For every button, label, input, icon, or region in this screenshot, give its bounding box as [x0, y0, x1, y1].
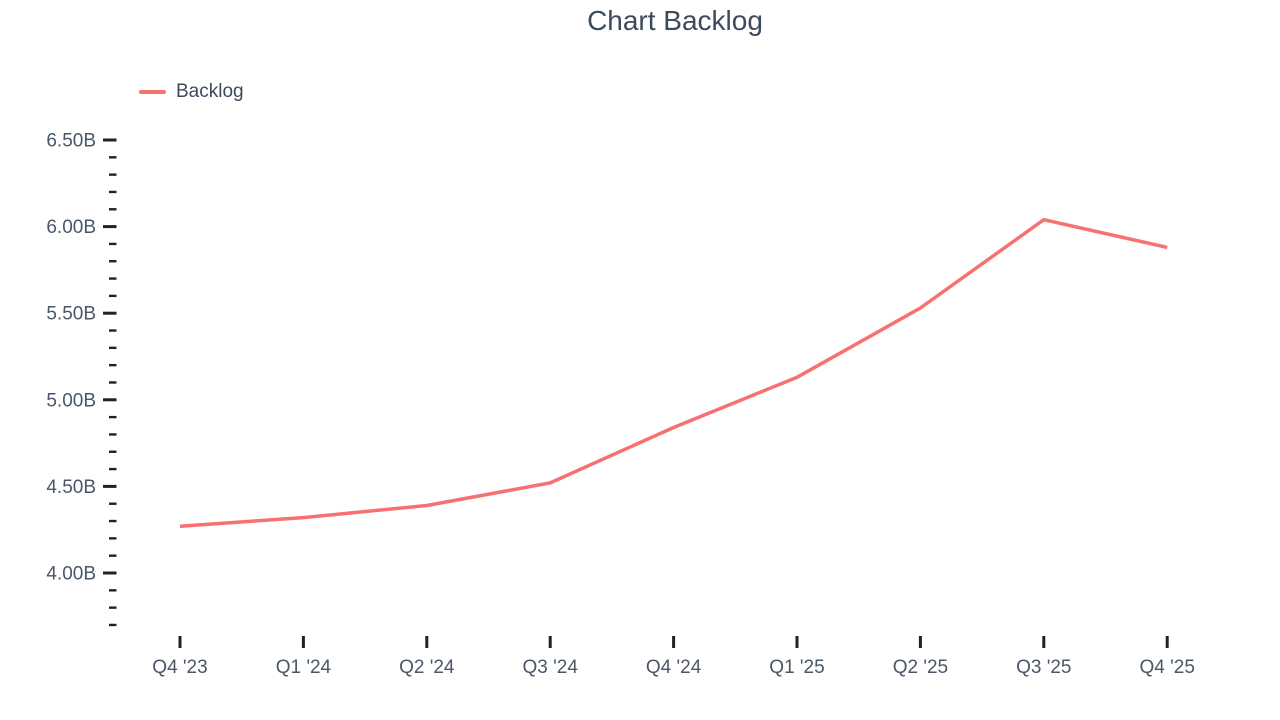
x-tick-label: Q4 '25	[1140, 657, 1195, 678]
y-tick-label: 4.00B	[46, 564, 96, 585]
y-tick-label: 6.50B	[46, 131, 96, 152]
x-tick-label: Q2 '24	[399, 657, 455, 678]
y-tick-label: 5.00B	[46, 390, 96, 411]
legend-label: Backlog	[176, 81, 244, 102]
legend-item-backlog[interactable]: Backlog	[139, 81, 244, 103]
legend-line-swatch	[139, 90, 166, 94]
backlog-line	[179, 217, 1168, 528]
x-tick-label: Q2 '25	[893, 657, 948, 678]
y-tick-label: 5.50B	[46, 304, 96, 325]
x-tick-label: Q1 '25	[769, 657, 824, 678]
x-tick-label: Q4 '23	[152, 657, 207, 678]
x-tick-label: Q3 '25	[1016, 657, 1071, 678]
y-tick-label: 4.50B	[46, 477, 96, 498]
chart-title: Chart Backlog	[587, 5, 763, 36]
y-tick-label: 6.00B	[46, 217, 96, 238]
x-tick-label: Q1 '24	[276, 657, 332, 678]
x-tick-label: Q3 '24	[523, 657, 579, 678]
x-tick-label: Q4 '24	[646, 657, 702, 678]
